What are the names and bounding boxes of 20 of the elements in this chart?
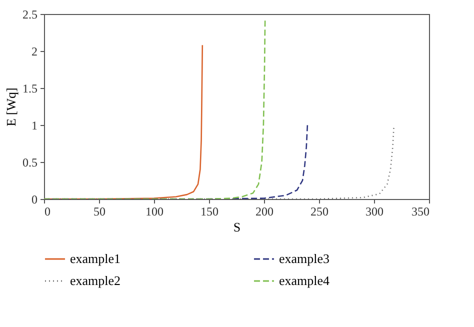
x-tick-label: 350: [412, 204, 430, 218]
legend-label: example3: [279, 251, 330, 266]
x-tick-label: 200: [256, 204, 274, 218]
legend-label: example4: [279, 273, 330, 288]
x-tick-label: 50: [94, 204, 106, 218]
x-tick-label: 300: [366, 204, 384, 218]
y-tick-label: 2: [32, 44, 38, 58]
y-tick-label: 1.5: [22, 82, 38, 96]
legend-label: example2: [70, 273, 121, 288]
y-tick-label: 1: [32, 118, 38, 132]
y-tick-label: 0: [32, 192, 38, 206]
x-tick-label: 100: [146, 204, 164, 218]
legend-label: example1: [70, 251, 121, 266]
y-axis-title: E [Wq]: [4, 88, 18, 126]
x-axis-title: S: [233, 220, 241, 234]
x-tick-label: 150: [200, 204, 218, 218]
y-tick-label: 2.5: [22, 8, 38, 22]
x-tick-label: 0: [44, 204, 50, 218]
x-tick-label: 250: [310, 204, 328, 218]
y-tick-label: 0.5: [22, 156, 38, 170]
